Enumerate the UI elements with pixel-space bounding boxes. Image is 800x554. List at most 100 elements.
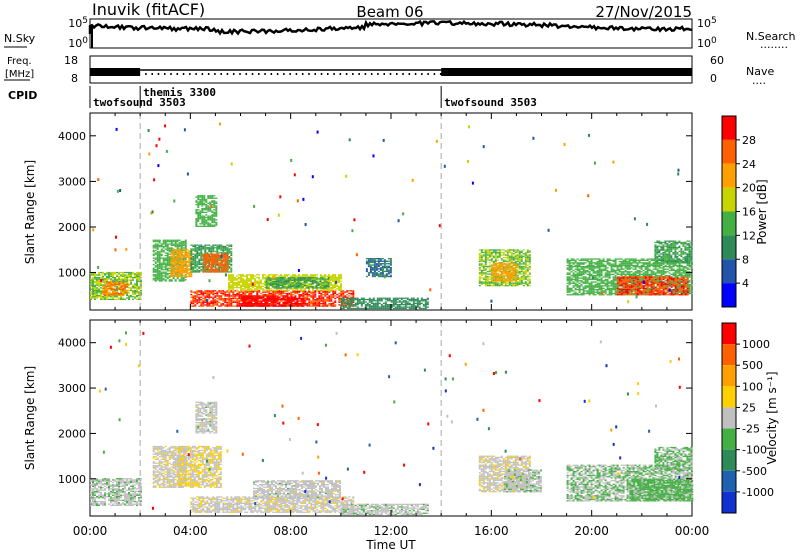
heatmap-cell [322, 303, 325, 305]
heatmap-cell [499, 280, 502, 282]
heatmap-cell [283, 280, 286, 283]
heatmap-cell [166, 253, 169, 255]
heatmap-cell [230, 244, 233, 246]
heatmap-cell [186, 254, 189, 256]
heatmap-cell [292, 291, 295, 293]
heatmap-cell [108, 274, 110, 276]
heatmap-cell [154, 277, 157, 280]
heatmap-cell [484, 262, 487, 264]
heatmap-cell [488, 255, 491, 257]
heatmap-cell [182, 265, 185, 267]
heatmap-cell [266, 294, 269, 296]
heatmap-cell [346, 299, 349, 301]
heatmap-cell [152, 247, 155, 249]
heatmap-cell [214, 253, 217, 255]
heatmap-cell [198, 259, 201, 262]
heatmap-cell [372, 306, 375, 308]
heatmap-cell [277, 278, 280, 280]
heatmap-cell [327, 286, 330, 288]
heatmap-cell [212, 263, 215, 265]
heatmap-cell [203, 220, 206, 222]
heatmap-cell [194, 270, 197, 272]
heatmap-cell [340, 276, 342, 279]
heatmap-cell [248, 295, 251, 297]
heatmap-cell [116, 287, 118, 289]
heatmap-cell [116, 292, 119, 295]
heatmap-cell [424, 298, 427, 301]
heatmap-cell [360, 297, 363, 299]
heatmap-cell [491, 271, 494, 273]
heatmap-cell [265, 282, 268, 284]
heatmap-cell [572, 285, 575, 287]
heatmap-cell [324, 275, 326, 277]
heatmap-cell [248, 280, 250, 282]
heatmap-cell [96, 292, 98, 294]
heatmap-cell [509, 276, 512, 278]
nave-dot [345, 73, 348, 75]
heatmap-cell [206, 264, 209, 267]
heatmap-cell [516, 267, 519, 269]
heatmap-cell [513, 272, 516, 275]
heatmap-cell [516, 249, 519, 251]
nave-dot [270, 73, 273, 75]
heatmap-cell [281, 277, 284, 279]
heatmap-cell [388, 298, 391, 301]
heatmap-cell [182, 242, 185, 244]
heatmap-cell [323, 280, 326, 283]
heatmap-cell [166, 272, 169, 275]
heatmap-cell [230, 252, 233, 254]
heatmap-cell [394, 298, 397, 301]
heatmap-cell [188, 256, 191, 258]
heatmap-cell [371, 258, 374, 260]
heatmap-cell [338, 297, 341, 300]
heatmap-cell [299, 278, 302, 280]
heatmap-cell [136, 296, 138, 298]
heatmap-cell [270, 303, 273, 305]
nave-dot [408, 73, 411, 75]
heatmap-cell [199, 196, 202, 198]
heatmap-cell [176, 244, 179, 246]
heatmap-cell [220, 303, 223, 305]
heatmap-cell [272, 274, 274, 276]
heatmap-cell [296, 291, 299, 293]
heatmap-cell [312, 296, 315, 298]
heatmap-cell [327, 277, 330, 279]
heatmap-cell [152, 249, 155, 252]
heatmap-cell [496, 285, 499, 287]
heatmap-cell [375, 265, 378, 267]
heatmap-cell [522, 282, 525, 284]
heatmap-cell [566, 294, 569, 296]
heatmap-cell [248, 294, 251, 296]
heatmap-cell [242, 289, 244, 291]
heatmap-cell [226, 268, 229, 271]
heatmap-cell [488, 268, 491, 270]
heatmap-cell [108, 281, 111, 283]
heatmap-cell [196, 257, 199, 259]
heatmap-cell [205, 216, 208, 219]
heatmap-cell [480, 269, 483, 271]
heatmap-cell [195, 204, 198, 206]
heatmap-cell [174, 258, 177, 260]
heatmap-cell [96, 280, 98, 283]
heatmap-cell [400, 302, 403, 304]
heatmap-cell [170, 261, 173, 264]
heatmap-cell [570, 289, 573, 291]
heatmap-cell [502, 267, 505, 269]
heatmap-cell [172, 252, 175, 255]
heatmap-cell [250, 275, 252, 277]
heatmap-cell [197, 205, 200, 207]
heatmap-cell [246, 296, 249, 298]
heatmap-cell [388, 297, 391, 299]
heatmap-cell [294, 297, 297, 300]
heatmap-cell [120, 278, 122, 280]
heatmap-cell [112, 294, 115, 296]
heatmap-cell [92, 278, 94, 280]
heatmap-cell [308, 291, 311, 293]
heatmap-cell [334, 304, 337, 306]
heatmap-cell [381, 270, 384, 273]
heatmap-cell [176, 264, 179, 266]
heatmap-cell [284, 305, 287, 307]
heatmap-cell [318, 301, 321, 303]
nave-dot [320, 73, 323, 75]
heatmap-cell [321, 277, 324, 279]
